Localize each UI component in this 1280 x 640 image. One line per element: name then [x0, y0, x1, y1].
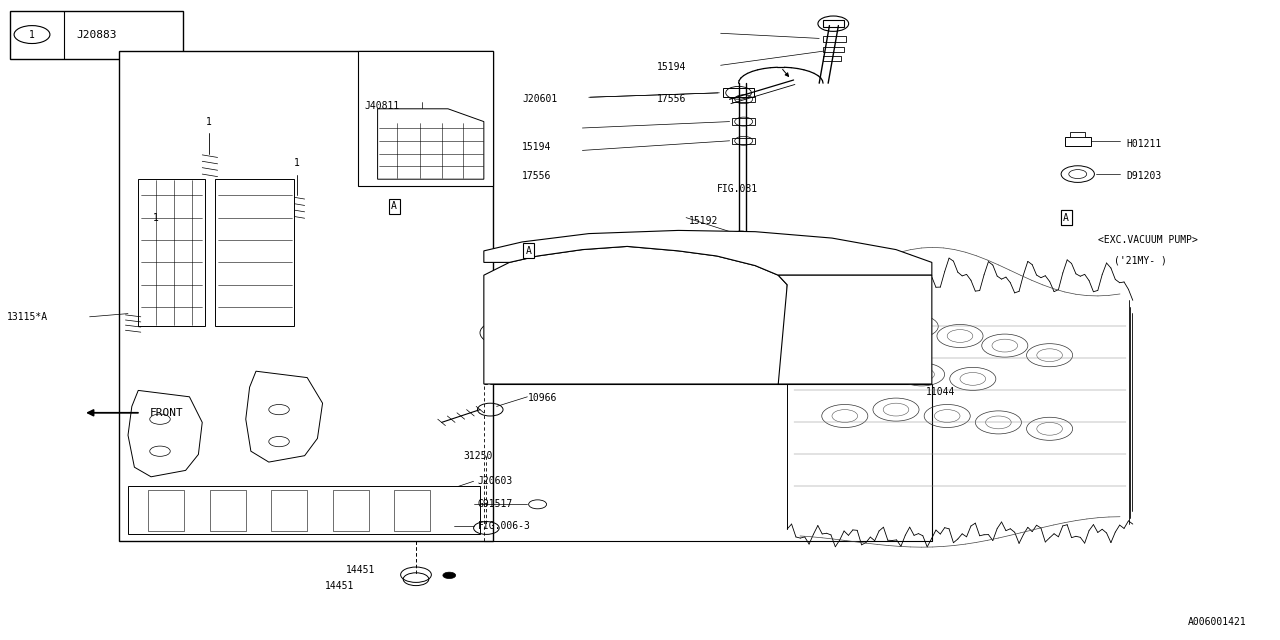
Text: 15192: 15192 [689, 216, 718, 226]
Text: 13115*A: 13115*A [6, 312, 47, 322]
Polygon shape [128, 486, 480, 534]
Text: 14451: 14451 [325, 580, 353, 591]
Text: FIG.081: FIG.081 [717, 184, 758, 194]
Text: A: A [526, 246, 531, 256]
Polygon shape [484, 246, 787, 384]
Text: <EXC.VACUUM PUMP>: <EXC.VACUUM PUMP> [1098, 235, 1198, 245]
Polygon shape [246, 371, 323, 462]
Polygon shape [119, 51, 493, 541]
Bar [1065, 137, 1091, 146]
Bar [1070, 132, 1085, 137]
Polygon shape [378, 109, 484, 179]
Bar [823, 56, 841, 61]
Text: ('21MY- ): ('21MY- ) [1114, 255, 1166, 266]
Bar [732, 118, 755, 125]
Text: 11084: 11084 [755, 344, 785, 354]
Text: J20883: J20883 [77, 29, 118, 40]
Polygon shape [128, 390, 202, 477]
Text: A: A [392, 201, 397, 211]
Bar [723, 88, 754, 97]
Polygon shape [755, 338, 800, 365]
Text: 17556: 17556 [657, 94, 686, 104]
Text: G91517: G91517 [477, 499, 513, 509]
Text: <FOR VACUUM PUMP>: <FOR VACUUM PUMP> [625, 267, 724, 277]
Polygon shape [358, 51, 493, 186]
Text: FRONT: FRONT [150, 408, 183, 418]
Text: 31250: 31250 [463, 451, 493, 461]
Text: 15194: 15194 [657, 62, 686, 72]
Text: FIG.006-3: FIG.006-3 [477, 521, 530, 531]
Polygon shape [778, 275, 932, 384]
Text: ( -'22MY): ( -'22MY) [646, 286, 699, 296]
Text: D91203: D91203 [1126, 171, 1162, 181]
Polygon shape [484, 384, 932, 541]
Text: A006001421: A006001421 [1188, 617, 1247, 627]
Text: 1: 1 [29, 29, 35, 40]
Text: J20603: J20603 [477, 476, 513, 486]
Text: A: A [1064, 212, 1069, 223]
Polygon shape [484, 230, 932, 275]
Text: 11095: 11095 [657, 344, 686, 354]
Polygon shape [138, 179, 205, 326]
Text: 14451: 14451 [346, 564, 375, 575]
Bar [732, 96, 755, 102]
Bar [823, 20, 844, 27]
Text: J20601: J20601 [522, 94, 558, 104]
Polygon shape [215, 179, 294, 326]
Bar [823, 36, 846, 42]
Text: 11044: 11044 [925, 387, 955, 397]
Circle shape [443, 572, 456, 579]
Bar [10, 11, 183, 59]
Text: J40811: J40811 [365, 100, 401, 111]
Text: 17556: 17556 [522, 171, 552, 181]
Bar [823, 47, 844, 52]
Text: 1: 1 [206, 116, 211, 127]
Text: 10966: 10966 [527, 393, 557, 403]
Bar [732, 138, 755, 144]
Text: H01211: H01211 [1126, 139, 1162, 149]
Text: 1: 1 [154, 212, 159, 223]
Text: A: A [526, 246, 531, 256]
Text: 1: 1 [294, 158, 300, 168]
Text: 15194: 15194 [522, 142, 552, 152]
Text: A: A [1064, 212, 1069, 223]
